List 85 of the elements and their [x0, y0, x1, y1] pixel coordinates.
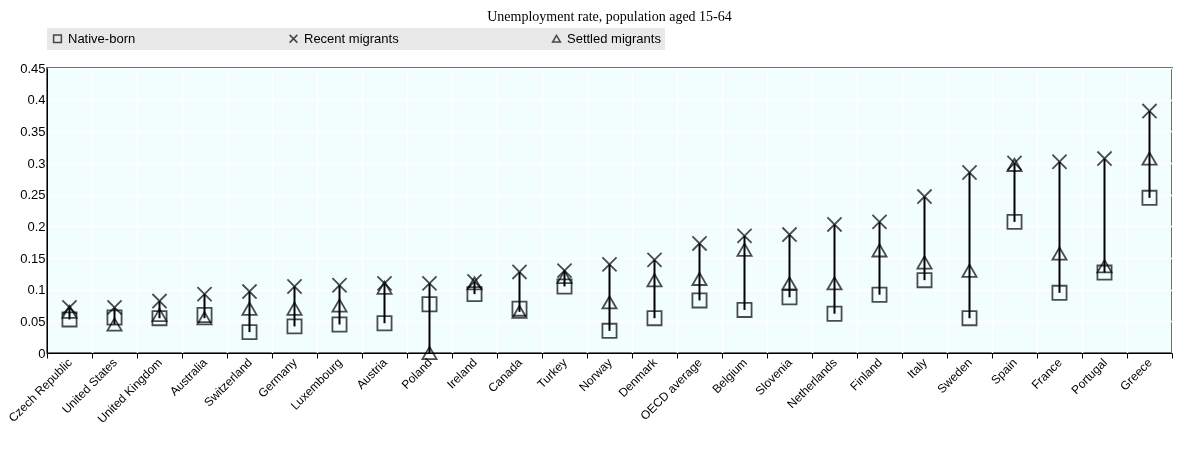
- point: [871, 213, 888, 230]
- point: [556, 269, 573, 285]
- x-tick-label: Italy: [904, 355, 930, 382]
- y-tick-label: 0.3: [27, 155, 46, 171]
- point: [331, 316, 348, 333]
- point: [601, 322, 618, 339]
- point: [61, 311, 78, 328]
- y-tick-label: 0.25: [20, 187, 46, 203]
- point: [736, 227, 753, 244]
- point: [241, 301, 258, 316]
- point: [1141, 151, 1158, 166]
- point: [691, 292, 708, 309]
- chart-title: Unemployment rate, population aged 15-64: [487, 9, 732, 24]
- y-tick-label: 0.45: [20, 60, 46, 76]
- point: [601, 295, 618, 310]
- point: [1096, 150, 1113, 167]
- point: [1096, 264, 1113, 281]
- y-tick-label: 0.15: [20, 250, 46, 266]
- point: [1051, 153, 1068, 170]
- point: [961, 263, 978, 278]
- point: [646, 251, 663, 268]
- legend-label: Recent migrants: [304, 30, 400, 46]
- point: [286, 301, 303, 316]
- legend-label: Settled migrants: [567, 30, 662, 46]
- point: [421, 296, 438, 313]
- point: [331, 298, 348, 313]
- point: [556, 262, 573, 279]
- point: [961, 164, 978, 181]
- point: [241, 283, 258, 300]
- point: [196, 307, 213, 323]
- y-tick-label: 0.2: [27, 218, 46, 234]
- point: [106, 317, 123, 332]
- point: [781, 289, 798, 306]
- point: [691, 271, 708, 286]
- point: [826, 276, 843, 291]
- point: [871, 286, 888, 303]
- point: [421, 275, 438, 292]
- point: [511, 300, 528, 317]
- point: [376, 275, 393, 292]
- point: [916, 272, 933, 289]
- point: [736, 301, 753, 318]
- y-tick-label: 0.05: [20, 313, 46, 329]
- point: [781, 226, 798, 243]
- point: [511, 304, 528, 319]
- point: [196, 311, 213, 326]
- point: [61, 304, 78, 319]
- point: [241, 324, 258, 341]
- point: [511, 263, 528, 280]
- point: [106, 299, 123, 316]
- point: [871, 243, 888, 258]
- point: [1051, 284, 1068, 301]
- point: [646, 273, 663, 288]
- point: [331, 277, 348, 294]
- point: [691, 235, 708, 252]
- y-tick-label: 0.4: [27, 92, 46, 108]
- point: [196, 286, 213, 303]
- point: [736, 242, 753, 257]
- y-tick-label: 0: [38, 345, 46, 361]
- point: [151, 293, 168, 310]
- point: [106, 309, 123, 326]
- point: [286, 318, 303, 335]
- point: [1051, 246, 1068, 261]
- point: [1141, 103, 1158, 120]
- point: [286, 278, 303, 295]
- point: [826, 216, 843, 233]
- point: [601, 256, 618, 273]
- point: [1006, 213, 1023, 230]
- point: [151, 310, 168, 327]
- point: [781, 276, 798, 291]
- point: [151, 307, 168, 323]
- point: [961, 310, 978, 327]
- point: [646, 310, 663, 327]
- point: [466, 286, 483, 303]
- legend-label: Native-born: [68, 30, 136, 46]
- point: [916, 188, 933, 205]
- point: [916, 255, 933, 270]
- point: [376, 315, 393, 332]
- point: [1096, 259, 1113, 274]
- point: [61, 299, 78, 316]
- y-tick-label: 0.35: [20, 123, 46, 139]
- point: [376, 280, 393, 295]
- point: [556, 278, 573, 295]
- y-tick-label: 0.1: [27, 282, 46, 298]
- point: [826, 305, 843, 322]
- point: [1141, 189, 1158, 206]
